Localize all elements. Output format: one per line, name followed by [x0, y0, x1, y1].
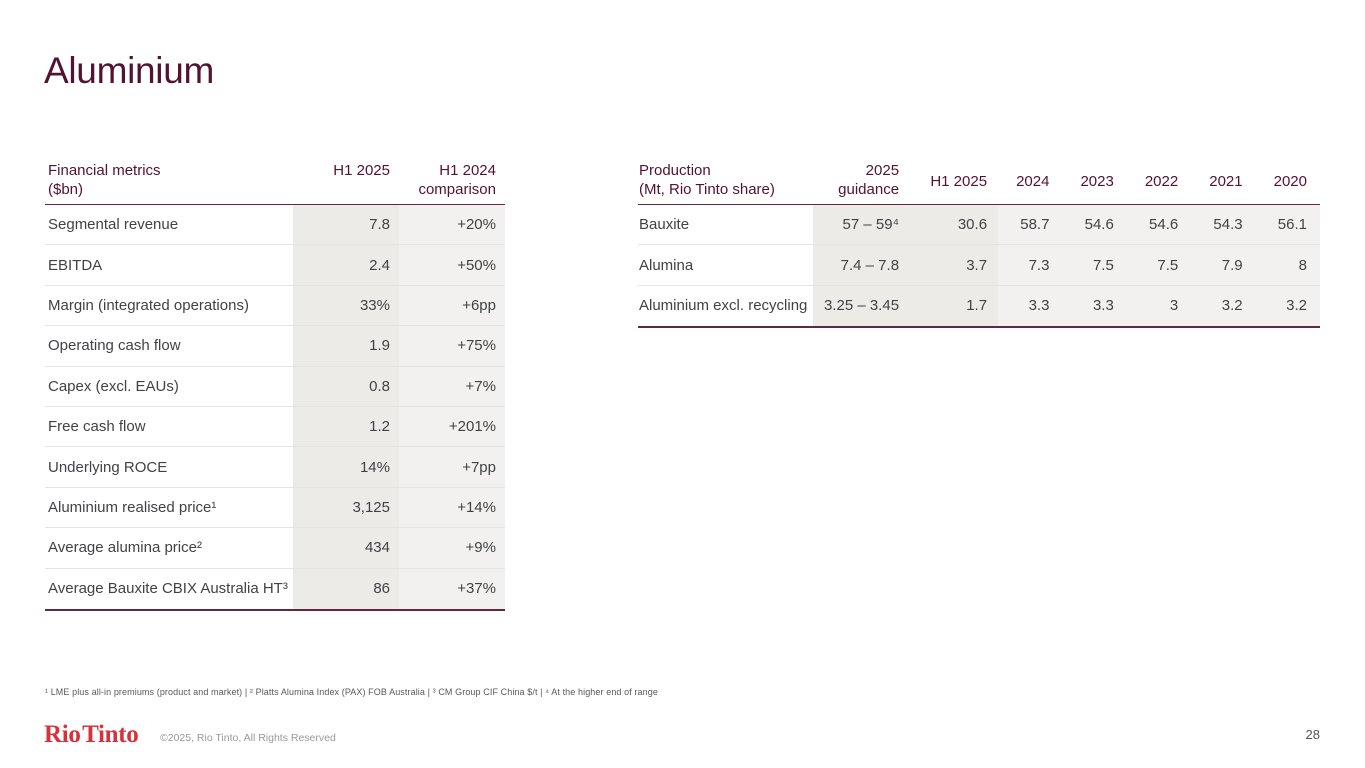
product-label: Bauxite: [639, 216, 690, 234]
financial-header-label-line1: Financial metrics: [48, 162, 161, 179]
production-header-guidance: 2025 guidance: [813, 158, 905, 199]
metric-comparison-value: +201%: [399, 406, 505, 447]
metric-h1-2025-value: 14%: [293, 447, 399, 487]
year-value: 58.7: [998, 205, 1063, 245]
production-table-header: Production (Mt, Rio Tinto share) 2025 gu…: [638, 158, 1320, 205]
financial-table-body: Segmental revenue 7.8 +20% EBITDA 2.4 +5…: [45, 205, 505, 611]
year-value: 7.3: [998, 245, 1063, 285]
year-value: 3.3: [1062, 285, 1127, 327]
metric-label: Segmental revenue: [48, 216, 179, 234]
guidance-value: 57 – 59⁴: [813, 205, 906, 245]
production-header-label-line1: Production: [639, 162, 711, 179]
product-label: Aluminium excl. recycling: [639, 297, 808, 315]
year-value: 3.2: [1191, 285, 1256, 327]
year-value: 54.6: [1126, 205, 1192, 245]
metric-comparison-value: +50%: [399, 245, 505, 285]
metric-label: Free cash flow: [48, 418, 146, 436]
metric-comparison-value: +37%: [399, 568, 505, 609]
metric-comparison-value: +14%: [399, 487, 505, 528]
rio-tinto-logo: Rio Tinto: [44, 721, 139, 748]
year-value: 56.1: [1255, 205, 1320, 245]
h1-2025-value: 1.7: [905, 285, 999, 327]
metric-label: EBITDA: [48, 256, 103, 274]
financial-header-comparison: H1 2024 comparison: [399, 158, 505, 199]
production-table: Production (Mt, Rio Tinto share) 2025 gu…: [638, 158, 1320, 329]
table-row: Bauxite 57 – 59⁴ 30.6 58.7 54.6 54.6 54.…: [638, 205, 1320, 246]
page-title: Aluminium: [44, 50, 215, 91]
table-row: Underlying ROCE 14% +7pp: [45, 447, 505, 488]
financial-header-comparison-line2: comparison: [418, 181, 496, 198]
metric-h1-2025-value: 86: [293, 568, 399, 609]
metric-comparison-value: +7%: [399, 366, 505, 406]
metric-label: Aluminium realised price¹: [48, 498, 217, 516]
page-number: 28: [1305, 727, 1320, 742]
metric-h1-2025-value: 3,125: [293, 487, 399, 528]
year-value: 7.5: [1062, 245, 1127, 285]
guidance-value: 7.4 – 7.8: [813, 245, 906, 285]
production-header-label-line2: (Mt, Rio Tinto share): [639, 181, 775, 198]
metric-comparison-value: +20%: [399, 205, 505, 245]
production-header-year: 2020: [1273, 172, 1307, 190]
year-value: 7.5: [1126, 245, 1192, 285]
table-row: EBITDA 2.4 +50%: [45, 245, 505, 286]
year-value: 54.6: [1062, 205, 1127, 245]
year-value: 3.2: [1255, 285, 1320, 327]
metric-label: Average Bauxite CBIX Australia HT³: [48, 580, 288, 598]
production-header-year: 2024: [1016, 172, 1050, 190]
table-row: Alumina 7.4 – 7.8 3.7 7.3 7.5 7.5 7.9 8: [638, 245, 1320, 286]
year-value: 8: [1255, 245, 1320, 285]
h1-2025-value: 3.7: [905, 245, 999, 285]
production-header-year: 2022: [1144, 172, 1179, 190]
production-header-guidance-line2: guidance: [838, 181, 900, 198]
production-header-year: 2021: [1209, 172, 1243, 190]
metric-label: Capex (excl. EAUs): [48, 377, 179, 395]
table-row: Aluminium excl. recycling 3.25 – 3.45 1.…: [638, 285, 1320, 327]
metric-comparison-value: +75%: [399, 326, 505, 366]
table-row: Average Bauxite CBIX Australia HT³ 86 +3…: [45, 568, 505, 609]
production-header-year: 2023: [1080, 172, 1114, 190]
year-value: 54.3: [1191, 205, 1256, 245]
table-row: Operating cash flow 1.9 +75%: [45, 326, 505, 367]
production-header-guidance-line1: 2025: [865, 162, 900, 179]
product-label: Alumina: [639, 256, 694, 274]
financial-metrics-table: Financial metrics ($bn) H1 2025 H1 2024 …: [45, 158, 505, 611]
table-row: Capex (excl. EAUs) 0.8 +7%: [45, 366, 505, 407]
metric-label: Underlying ROCE: [48, 458, 168, 476]
metric-h1-2025-value: 7.8: [293, 205, 399, 245]
table-row: Average alumina price² 434 +9%: [45, 528, 505, 569]
metric-comparison-value: +6pp: [399, 285, 505, 326]
footnote: ¹ LME plus all-in premiums (product and …: [45, 687, 658, 697]
year-value: 3.3: [998, 285, 1063, 327]
metric-h1-2025-value: 1.2: [293, 406, 399, 447]
metric-h1-2025-value: 2.4: [293, 245, 399, 285]
h1-2025-value: 30.6: [905, 205, 999, 245]
year-value: 3: [1126, 285, 1192, 327]
financial-header-h1-2025: H1 2025: [333, 162, 390, 179]
production-header-label: Production (Mt, Rio Tinto share): [638, 158, 813, 199]
metric-comparison-value: +9%: [399, 528, 505, 568]
metric-label: Operating cash flow: [48, 337, 181, 355]
table-row: Margin (integrated operations) 33% +6pp: [45, 285, 505, 327]
table-row: Segmental revenue 7.8 +20%: [45, 205, 505, 246]
financial-table-header: Financial metrics ($bn) H1 2025 H1 2024 …: [45, 158, 505, 205]
metric-label: Average alumina price²: [48, 539, 202, 557]
financial-header-label: Financial metrics ($bn): [45, 158, 293, 199]
year-value: 7.9: [1191, 245, 1256, 285]
metric-h1-2025-value: 0.8: [293, 366, 399, 406]
copyright-text: ©2025, Rio Tinto, All Rights Reserved: [160, 732, 336, 744]
financial-header-comparison-line1: H1 2024: [439, 162, 496, 179]
metric-comparison-value: +7pp: [399, 447, 505, 487]
metric-h1-2025-value: 1.9: [293, 326, 399, 366]
metric-h1-2025-value: 33%: [293, 285, 399, 326]
financial-header-label-line2: ($bn): [48, 181, 84, 198]
table-row: Aluminium realised price¹ 3,125 +14%: [45, 487, 505, 529]
table-row: Free cash flow 1.2 +201%: [45, 406, 505, 448]
guidance-value: 3.25 – 3.45: [813, 285, 906, 327]
metric-label: Margin (integrated operations): [48, 296, 249, 314]
production-header-h1-2025: H1 2025: [930, 172, 988, 190]
production-table-body: Bauxite 57 – 59⁴ 30.6 58.7 54.6 54.6 54.…: [638, 205, 1320, 329]
metric-h1-2025-value: 434: [293, 528, 399, 568]
